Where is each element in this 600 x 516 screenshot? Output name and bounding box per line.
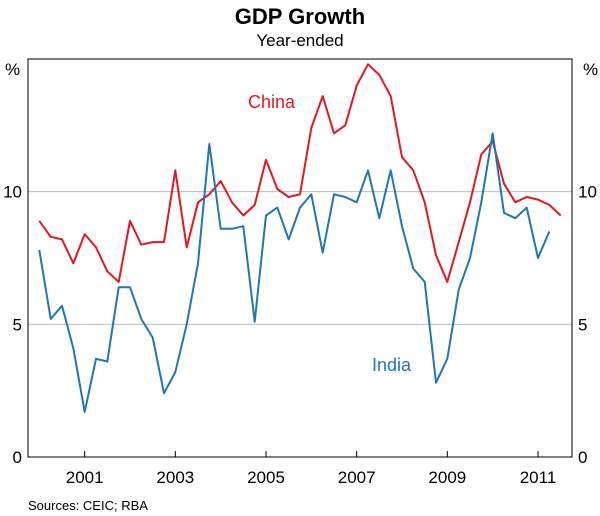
series-label-china: China (248, 92, 296, 112)
chart-title: GDP Growth (235, 4, 365, 29)
y-tick-right-10: 10 (578, 183, 597, 202)
y-axis-right: 0 5 10 (578, 183, 597, 467)
x-axis: 2001 2003 2005 2007 2009 2011 (66, 451, 557, 487)
y-tick-left-10: 10 (3, 183, 22, 202)
plot-frame (27, 58, 573, 458)
x-tick-2007: 2007 (338, 468, 376, 487)
series-label-india: India (372, 355, 412, 375)
series-lines (38, 63, 562, 413)
x-tick-2003: 2003 (156, 468, 194, 487)
y-unit-left: % (5, 60, 20, 79)
chart-subtitle: Year-ended (256, 31, 343, 50)
source-note: Sources: CEIC; RBA (28, 498, 148, 513)
y-unit-right: % (583, 60, 598, 79)
grid-lines (28, 191, 572, 325)
x-tick-2009: 2009 (428, 468, 466, 487)
y-axis-left: 0 5 10 (3, 183, 22, 467)
y-tick-right-5: 5 (578, 315, 587, 334)
series-line-china (38, 63, 562, 283)
y-tick-left-0: 0 (13, 448, 22, 467)
series-line-india (38, 132, 551, 413)
x-tick-2001: 2001 (66, 468, 104, 487)
x-tick-2011: 2011 (520, 468, 557, 487)
x-tick-2005: 2005 (247, 468, 285, 487)
y-tick-left-5: 5 (13, 315, 22, 334)
y-tick-right-0: 0 (578, 448, 587, 467)
